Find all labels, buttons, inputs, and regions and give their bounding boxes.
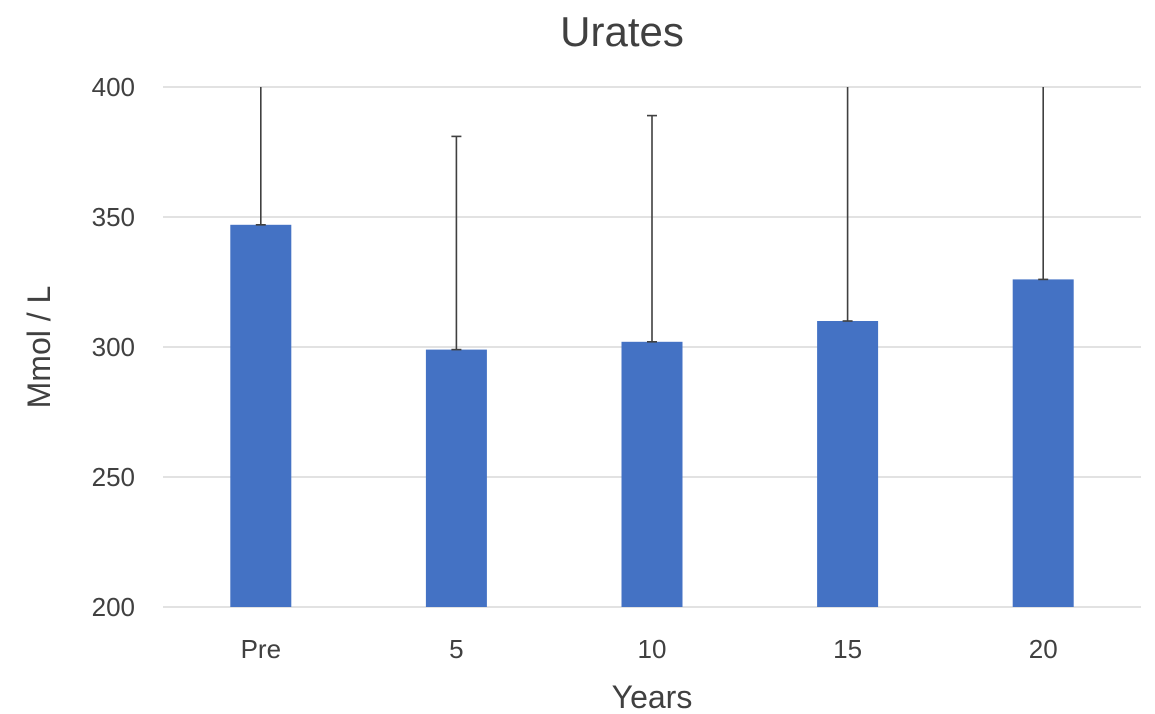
x-tick-label: Pre: [241, 634, 281, 664]
x-axis-ticks: Pre 5 10 15 20: [241, 634, 1058, 664]
bar-5: [425, 349, 487, 607]
y-axis-title: Mmol / L: [21, 286, 57, 409]
x-tick-label: 5: [449, 634, 463, 664]
y-tick-label: 350: [92, 202, 135, 232]
error-bar-Pre: [255, 87, 266, 226]
chart-title: Urates: [560, 8, 684, 55]
x-tick-label: 15: [833, 634, 862, 664]
bar-10: [621, 341, 683, 607]
error-bar-10: [647, 114, 657, 343]
y-tick-label: 300: [92, 332, 135, 362]
x-tick-label: 20: [1029, 634, 1058, 664]
x-tick-label: 10: [638, 634, 667, 664]
y-axis-ticks: 200 250 300 350 400: [92, 72, 135, 622]
error-bar-15: [842, 87, 853, 322]
y-tick-label: 400: [92, 72, 135, 102]
y-tick-label: 250: [92, 462, 135, 492]
error-bars: [255, 87, 1049, 351]
error-bar-20: [1038, 87, 1049, 281]
y-tick-label: 200: [92, 592, 135, 622]
bar-15: [817, 321, 879, 607]
bar-20: [1012, 279, 1074, 607]
bar-Pre: [230, 224, 292, 608]
error-bar-5: [451, 135, 462, 351]
x-axis-title: Years: [612, 679, 693, 714]
bars: [230, 224, 1074, 608]
